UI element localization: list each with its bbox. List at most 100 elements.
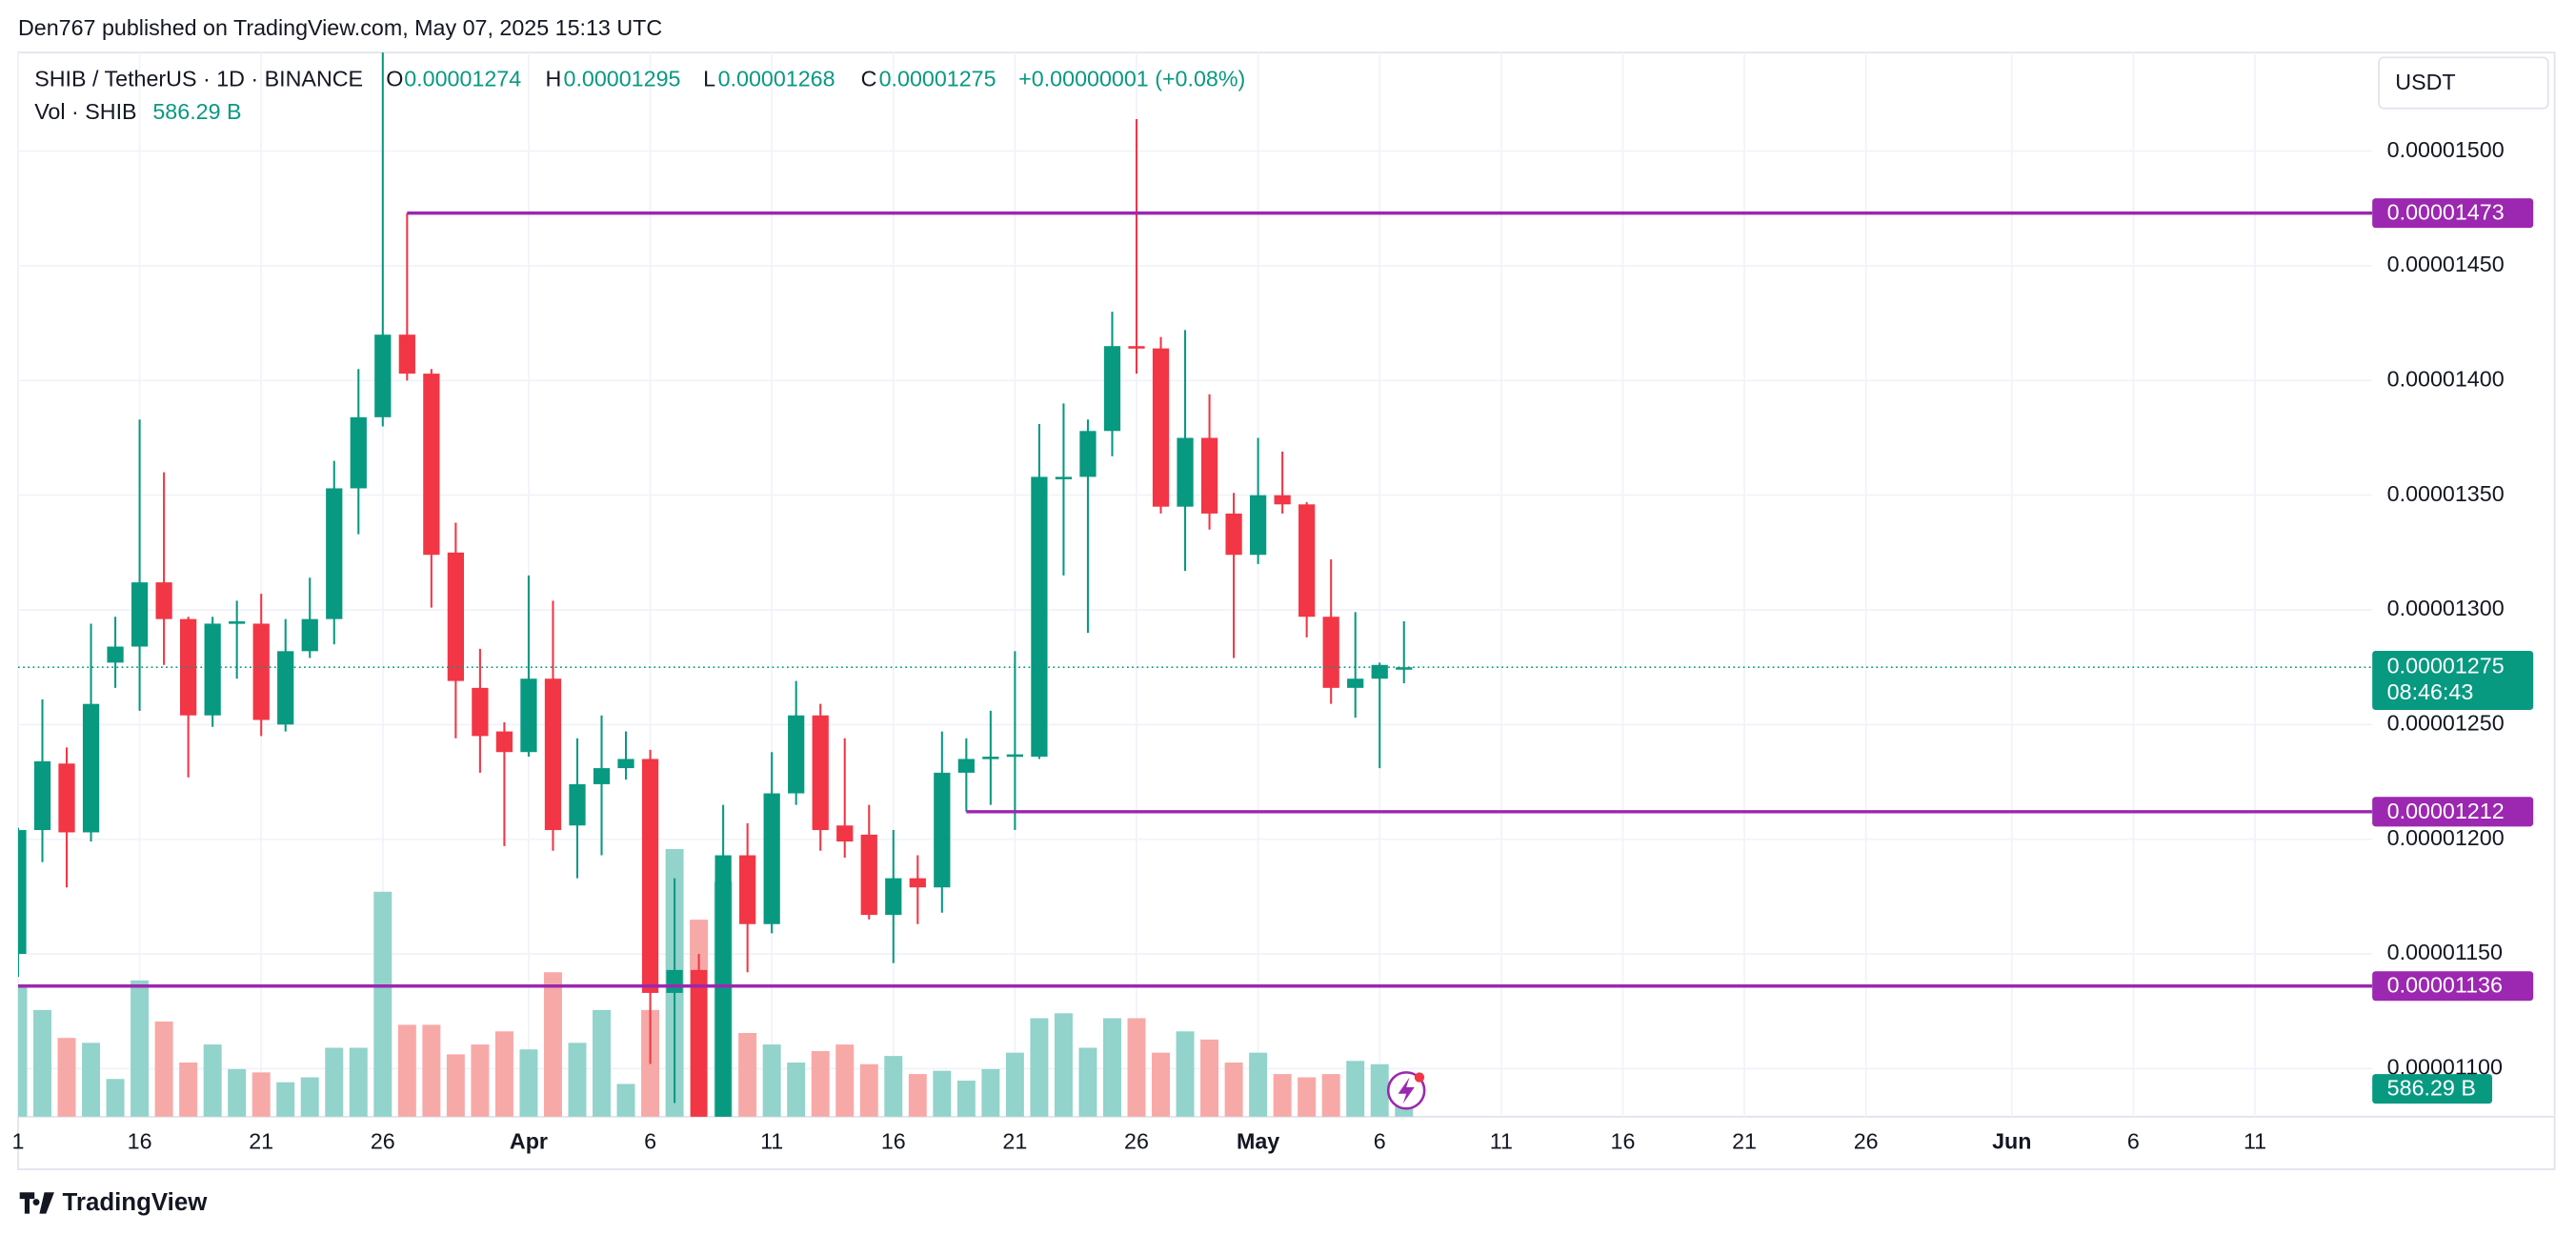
volume-bar xyxy=(738,1032,757,1117)
volume-bar xyxy=(179,1063,198,1117)
candle-body xyxy=(836,825,854,842)
change: +0.00000001 (+0.08%) xyxy=(1018,67,1245,91)
candle-body xyxy=(1371,664,1388,679)
y-tick-label: 0.00001250 xyxy=(2387,710,2505,735)
candle-body xyxy=(641,759,659,993)
candle-body xyxy=(1347,678,1364,688)
candle-body xyxy=(252,623,270,720)
candle-body xyxy=(1103,346,1121,432)
volume-bar xyxy=(908,1074,927,1117)
x-tick-label: 26 xyxy=(1124,1129,1149,1154)
candle-body xyxy=(180,618,197,716)
y-tick-label: 0.00001150 xyxy=(2387,940,2503,964)
candle-body xyxy=(1055,476,1073,479)
symbol: SHIB / TetherUS · 1D · BINANCE xyxy=(34,67,363,91)
volume-bar xyxy=(1346,1061,1365,1117)
volume-bar xyxy=(300,1077,319,1117)
x-tick-label: 1 xyxy=(11,1129,24,1154)
publisher-line: Den767 published on TradingView.com, May… xyxy=(18,15,662,40)
x-tick-label: 26 xyxy=(371,1129,395,1154)
volume-bar xyxy=(325,1047,344,1117)
volume-bar xyxy=(568,1043,587,1117)
candle-body xyxy=(934,772,951,888)
volume-bar xyxy=(787,1063,806,1117)
ohlc-letter: H xyxy=(546,67,562,91)
currency[interactable]: USDT xyxy=(2395,70,2455,94)
icon-bolt[interactable] xyxy=(1398,1077,1415,1104)
x-tick-label: 16 xyxy=(881,1129,906,1154)
currency-box[interactable] xyxy=(2378,56,2549,110)
volume-bar xyxy=(762,1044,781,1117)
volume-label: 586.29 B xyxy=(2387,1076,2476,1101)
volume-bar xyxy=(811,1050,830,1117)
volume-bar xyxy=(519,1049,538,1117)
candle-body xyxy=(1396,667,1413,670)
candle-body xyxy=(739,855,756,924)
candle-body xyxy=(350,416,367,489)
last-price-box xyxy=(2372,650,2534,710)
volume-bar xyxy=(616,1083,635,1117)
candle-body xyxy=(860,834,877,916)
close-value: 0.00001275 xyxy=(879,67,996,91)
brand[interactable]: TradingView xyxy=(63,1189,209,1216)
candle-body xyxy=(1322,617,1339,688)
volume-bar xyxy=(933,1070,952,1117)
candle-body xyxy=(520,678,537,753)
overlay: 0.000011000.000011500.000012000.00001250… xyxy=(11,137,2534,1154)
candle-body xyxy=(82,703,100,833)
volume-bar xyxy=(835,1044,855,1117)
x-tick-label: 6 xyxy=(2127,1129,2140,1154)
x-tick-label: 16 xyxy=(128,1129,152,1154)
volume-bar xyxy=(1102,1018,1121,1117)
volume-bar xyxy=(859,1063,878,1117)
x-tick-label: 11 xyxy=(2244,1129,2266,1154)
level-label-box xyxy=(2372,971,2534,1002)
candle-body xyxy=(107,646,124,663)
candle-body xyxy=(155,582,172,619)
candle-body xyxy=(690,969,708,1117)
volume-bar xyxy=(203,1044,222,1117)
volume-bar xyxy=(276,1082,295,1117)
volume-bar xyxy=(1005,1052,1024,1117)
candle-body xyxy=(909,878,926,888)
candle-body xyxy=(1152,348,1170,507)
candle-body xyxy=(1200,437,1218,514)
volume-bar xyxy=(593,1009,611,1117)
candle-body xyxy=(1128,346,1145,349)
candle-body xyxy=(957,759,975,773)
level-label: 0.00001473 xyxy=(2387,200,2505,225)
candle-body xyxy=(982,757,999,759)
x-tick-label: May xyxy=(1237,1129,1279,1154)
volume-bar xyxy=(131,980,150,1117)
countdown: 08:46:43 xyxy=(2387,679,2474,704)
logo-icon[interactable] xyxy=(19,1192,54,1214)
lightning-icon[interactable] xyxy=(1386,1071,1426,1110)
candle-body xyxy=(1274,495,1291,505)
volume-bar xyxy=(422,1024,441,1117)
y-tick-label: 0.00001200 xyxy=(2387,825,2505,850)
volume-bar xyxy=(1298,1077,1317,1117)
candle-body xyxy=(1225,513,1242,556)
ohlc-letter: L xyxy=(703,67,715,91)
candle-body xyxy=(1079,431,1097,477)
candle-body xyxy=(569,783,586,826)
volume-label-box xyxy=(2372,1074,2493,1104)
candle-body xyxy=(544,678,562,831)
volume-bar xyxy=(1127,1018,1146,1117)
volume-bar xyxy=(1249,1052,1268,1117)
volume-bar xyxy=(543,972,562,1117)
volume-bar xyxy=(1370,1063,1389,1117)
brand-logo[interactable]: TradingView xyxy=(19,1189,209,1216)
volume-bar xyxy=(1030,1018,1049,1117)
candle-body xyxy=(326,488,343,619)
candle-body xyxy=(885,878,902,916)
ohlc-letter: C xyxy=(861,67,877,91)
y-tick-label: 0.00001400 xyxy=(2387,366,2505,391)
candle-body xyxy=(301,618,318,652)
volume-bar xyxy=(446,1054,465,1117)
volume-bar xyxy=(1176,1031,1195,1117)
icon-dot[interactable] xyxy=(1414,1072,1425,1083)
candle-body xyxy=(1031,476,1048,758)
candle-body xyxy=(1249,495,1267,556)
x-tick-label: 6 xyxy=(644,1129,656,1154)
